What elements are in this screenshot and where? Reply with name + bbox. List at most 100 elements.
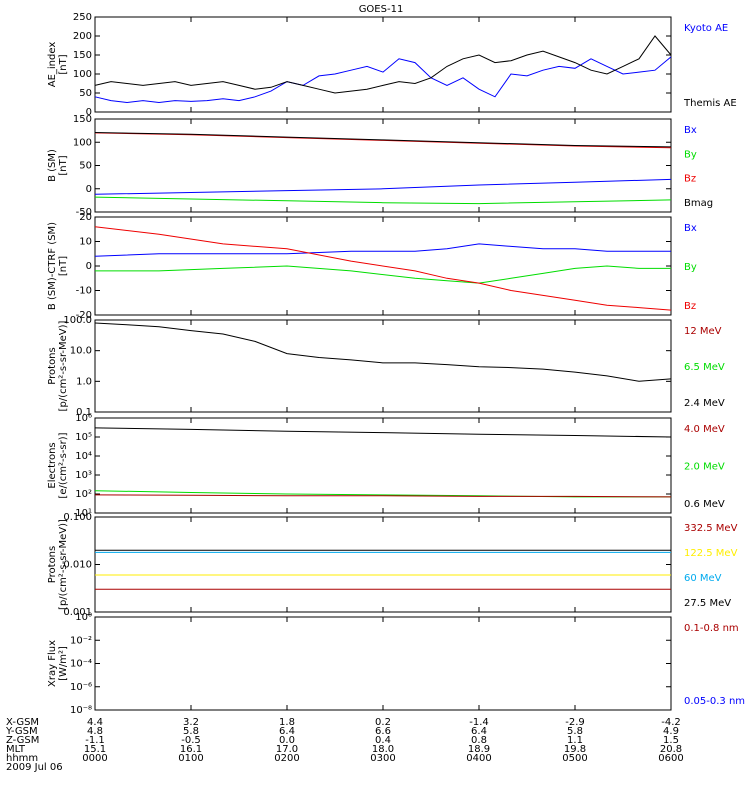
footer-cell: 1.5 — [663, 735, 679, 746]
ylabel: Xray Flux — [47, 640, 58, 687]
footer-cell: 5.8 — [183, 726, 199, 737]
footer-cell: 1.8 — [279, 717, 295, 728]
legend-item: Bx — [684, 223, 697, 234]
ytick-label: 10³ — [75, 470, 92, 481]
ytick-label: 10.0 — [70, 346, 92, 357]
legend-item: 27.5 MeV — [684, 598, 731, 609]
footer-cell: -2.9 — [565, 717, 585, 728]
footer-cell: 0.4 — [375, 735, 391, 746]
footer-cell: 17.0 — [276, 744, 298, 755]
legend-item: Bx — [684, 125, 697, 136]
ylabel: AE_index — [47, 42, 58, 88]
ytick-label: -20 — [76, 310, 92, 321]
footer-row-label: Z-GSM — [6, 735, 39, 746]
ytick-label: 10⁴ — [75, 451, 92, 462]
legend-item: 0.6 MeV — [684, 499, 725, 510]
ytick-label: -50 — [76, 207, 92, 218]
series-4-0-mev — [94, 494, 672, 498]
footer-row-label: X-GSM — [6, 717, 39, 728]
footer-cell: -1.4 — [469, 717, 489, 728]
footer-cell: 16.1 — [180, 744, 202, 755]
footer-cell: 4.9 — [663, 726, 679, 737]
footer-cell: 0400 — [466, 753, 491, 764]
footer-cell: 3.2 — [183, 717, 199, 728]
footer-cell: 20.8 — [660, 744, 682, 755]
footer-row-label: hhmm — [6, 753, 38, 764]
legend-item: Kyoto AE — [684, 23, 728, 34]
series-by — [94, 196, 672, 205]
series-by — [95, 265, 671, 284]
ytick-label: 0 — [86, 184, 92, 195]
series-kyoto-ae — [94, 56, 672, 104]
ylabel: [p/(cm²-s-sr-MeV)] — [58, 320, 69, 411]
footer-row-label: 2009 Jul 06 — [6, 762, 63, 773]
series-themis-ae — [94, 35, 672, 94]
footer-cell: 6.4 — [279, 726, 295, 737]
ytick-label: 10⁰ — [75, 612, 92, 623]
series-bmag — [94, 132, 672, 148]
panel-frame — [94, 319, 672, 413]
footer-row-label: Y-GSM — [5, 726, 38, 737]
panel-btrf: -20 -10 0 10 20 B (SM)-CTRF (SM) [nT] Bx By Bz — [47, 212, 697, 321]
legend-item: 122.5 MeV — [684, 548, 738, 559]
ytick-label: 100.0 — [63, 315, 92, 326]
ytick-label: 10¹ — [75, 508, 92, 519]
footer-cell: 0100 — [178, 753, 203, 764]
panel-frame — [94, 118, 672, 213]
ytick-label: -10 — [76, 286, 92, 297]
ytick-label: 100 — [73, 69, 92, 80]
series-bx — [94, 243, 671, 257]
ytick-label: 20 — [79, 212, 92, 223]
ylabel: [nT] — [58, 256, 69, 276]
ytick-label: 250 — [73, 12, 92, 23]
footer-cell: 15.1 — [84, 744, 106, 755]
footer-cell: 0200 — [274, 753, 299, 764]
panel-electrons: 10¹ 10² 10³ 10⁴ 10⁵ 10⁶ Electrons [e/(cm²-s-sr)… — [47, 413, 725, 519]
legend-item: Themis AE — [683, 98, 737, 109]
legend-item: Bmag — [684, 198, 713, 209]
footer-cell: 0000 — [82, 753, 107, 764]
legend-item: Bz — [684, 174, 696, 185]
ytick-label: 150 — [73, 114, 92, 125]
ytick-label: 200 — [73, 31, 92, 42]
ylabel: Protons — [47, 546, 58, 583]
ytick-label: 0.1 — [76, 407, 92, 418]
legend-item: 0.05-0.3 nm — [684, 696, 745, 707]
footer-row-label: MLT — [6, 744, 26, 755]
panel-protons2: 0.001 0.010 0.100 Protons [p/(cm²-s-sr-MeV)]… — [47, 512, 738, 618]
ytick-label: 10⁻² — [70, 635, 92, 646]
ylabel: [nT] — [58, 54, 69, 74]
legend-item: 4.0 MeV — [684, 424, 725, 435]
footer-cell: 5.8 — [567, 726, 583, 737]
legend-item: 60 MeV — [684, 573, 722, 584]
legend-item: By — [684, 149, 697, 160]
figure-title: GOES-11 — [359, 4, 404, 15]
legend-item: 2.0 MeV — [684, 462, 725, 473]
footer-cell: 1.1 — [567, 735, 583, 746]
footer-cell: 6.6 — [375, 726, 391, 737]
legend-item: 12 MeV — [684, 326, 722, 337]
legend-item: By — [684, 262, 697, 273]
legend-item: 2.4 MeV — [684, 398, 725, 409]
panel-frame — [94, 616, 672, 711]
ylabel: [e/(cm²-s-sr)] — [58, 432, 69, 498]
ytick-label: 10⁻⁶ — [70, 682, 92, 693]
ylabel: [W/m²] — [58, 646, 69, 681]
ytick-label: 10 — [79, 237, 92, 248]
footer-cell: 4.8 — [87, 726, 103, 737]
ytick-label: 0.001 — [63, 607, 92, 618]
ytick-label: 10⁻⁴ — [70, 659, 92, 670]
footer-cell: 0300 — [370, 753, 395, 764]
panel-frame — [94, 16, 672, 113]
footer-cell: 0.2 — [375, 717, 391, 728]
series-bz — [94, 226, 672, 311]
ytick-label: 10⁶ — [75, 413, 92, 424]
footer-cell: -0.5 — [181, 735, 201, 746]
footer-cell: 18.9 — [468, 744, 490, 755]
ytick-label: 10⁻⁸ — [70, 705, 92, 716]
panel-xray: 10⁻⁸ 10⁻⁶ 10⁻⁴ 10⁻² 10⁰ Xray Flux [W/m²] 0.1-0.… — [47, 612, 745, 716]
ytick-label: 0.010 — [63, 560, 92, 571]
ytick-label: 10² — [75, 489, 92, 500]
